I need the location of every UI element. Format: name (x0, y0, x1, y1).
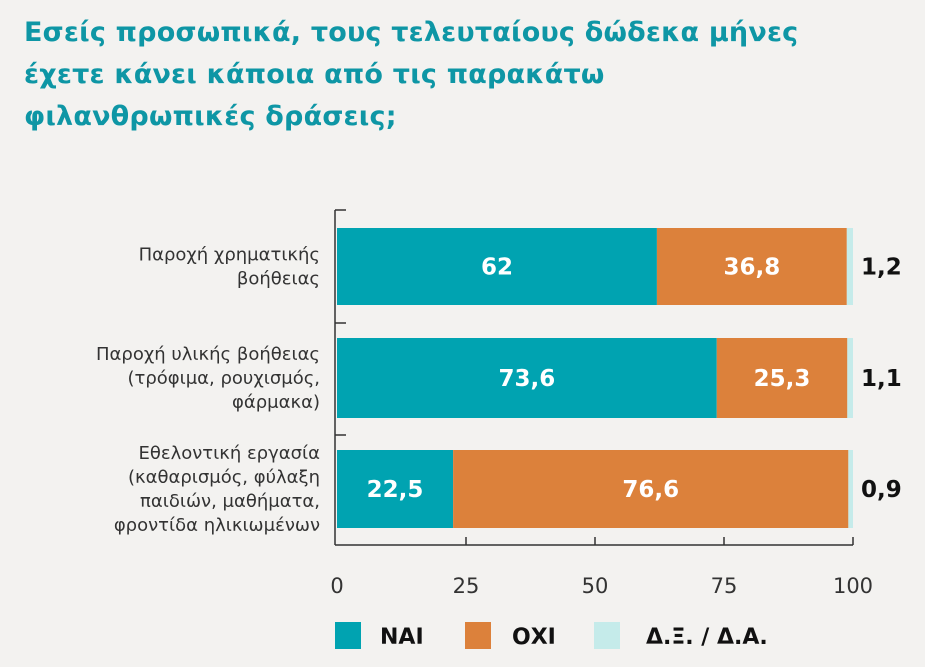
bar-value-label: 22,5 (367, 477, 424, 503)
x-tick-label: 75 (711, 574, 738, 598)
category-label: Παροχή χρηματικής (139, 245, 320, 266)
category-label: Εθελοντική εργασία (138, 443, 320, 464)
x-tick-label: 50 (582, 574, 609, 598)
bar-segment (847, 338, 853, 418)
legend-swatch (335, 622, 361, 649)
category-label: φάρμακα) (232, 392, 320, 413)
bar-value-label: 1,2 (861, 255, 902, 281)
category-label: βοήθειας (237, 269, 320, 290)
bar-segment (337, 338, 717, 418)
bar-value-label: 73,6 (499, 366, 556, 392)
legend-label: ΟΧΙ (512, 625, 556, 650)
x-tick-label: 100 (833, 574, 873, 598)
bar-value-label: 1,1 (861, 366, 902, 392)
legend-label: ΝΑΙ (380, 625, 424, 650)
chart-title: Εσείς προσωπικά, τους τελευταίους δώδεκα… (24, 17, 799, 132)
bar-value-label: 62 (481, 255, 513, 281)
legend-swatch (465, 622, 491, 649)
category-label: Παροχή υλικής βοήθειας (96, 344, 320, 365)
category-label: (τρόφιμα, ρουχισμός, (127, 368, 320, 389)
category-label: παιδιών, μαθήματα, (140, 491, 320, 512)
category-label: φροντίδα ηλικιωμένων (114, 515, 320, 536)
bar-segment (716, 338, 848, 418)
bar-segment (848, 450, 853, 528)
bar-value-label: 0,9 (861, 477, 902, 503)
bar-segment (656, 228, 847, 305)
bar-segment (337, 228, 657, 305)
category-label: (καθαρισμός, φύλαξη (128, 467, 320, 488)
bar-value-label: 76,6 (622, 477, 679, 503)
bar-segment (846, 228, 853, 305)
legend-label: Δ.Ξ. / Δ.Α. (646, 625, 768, 650)
bar-value-label: 36,8 (723, 255, 780, 281)
legend-swatch (594, 622, 620, 649)
bar-value-label: 25,3 (754, 366, 811, 392)
bar-segment (453, 450, 849, 528)
bar-segment (337, 450, 454, 528)
x-tick-label: 0 (330, 574, 343, 598)
x-tick-label: 25 (453, 574, 480, 598)
